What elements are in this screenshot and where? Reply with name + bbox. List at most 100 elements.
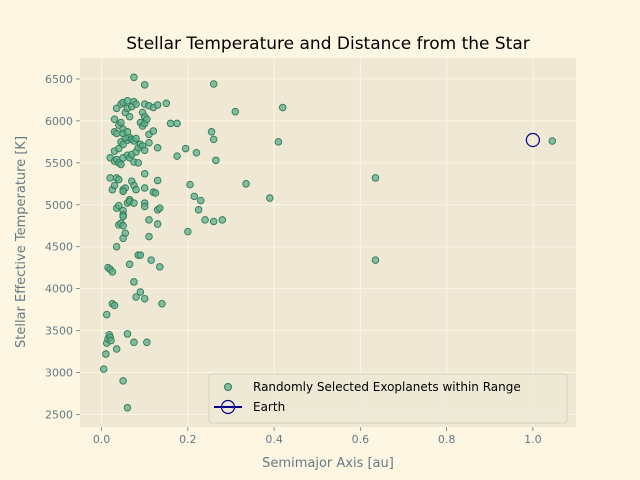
exoplanet-point xyxy=(145,216,153,224)
exoplanet-point xyxy=(156,263,164,271)
exoplanet-point xyxy=(136,288,145,296)
exoplanet-point xyxy=(119,234,127,243)
exoplanet-point xyxy=(132,100,140,108)
exoplanet-point xyxy=(173,152,181,160)
axes-background xyxy=(80,58,576,427)
exoplanet-point xyxy=(106,174,114,182)
data-points xyxy=(99,73,557,412)
legend-marker-earth xyxy=(220,399,236,415)
x-tick-label: 0.6 xyxy=(352,433,370,446)
exoplanet-point xyxy=(181,144,190,153)
x-tick-label: 0.2 xyxy=(179,433,197,446)
exoplanet-point xyxy=(140,294,149,303)
exoplanet-point xyxy=(140,169,149,178)
exoplanet-point xyxy=(145,232,153,241)
y-tick-label: 4500 xyxy=(45,241,73,254)
exoplanet-point xyxy=(173,119,181,128)
exoplanet-point xyxy=(231,107,240,116)
legend-marker-exoplanets xyxy=(224,383,232,391)
exoplanet-point xyxy=(119,212,127,221)
earth-point xyxy=(525,132,540,148)
x-tick-label: 0.4 xyxy=(265,433,283,446)
exoplanet-point xyxy=(153,220,162,228)
exoplanet-point xyxy=(140,184,149,192)
exoplanet-point xyxy=(119,187,127,196)
x-tick-label: 0.8 xyxy=(438,433,456,446)
exoplanet-point xyxy=(132,134,140,143)
exoplanet-point xyxy=(112,129,121,138)
exoplanet-point xyxy=(117,118,125,127)
y-tick-label: 6000 xyxy=(45,115,73,128)
exoplanet-point xyxy=(134,159,142,167)
y-tick-label: 5500 xyxy=(45,157,73,170)
exoplanet-point xyxy=(125,112,134,121)
exoplanet-point xyxy=(119,377,127,385)
exoplanet-point xyxy=(136,251,145,259)
exoplanet-point xyxy=(266,194,274,202)
exoplanet-point xyxy=(242,180,250,188)
y-tick-label: 4000 xyxy=(45,283,73,296)
y-axis-ticks: 2500 3000 3500 4000 4500 5000 5500 6000 6500 xyxy=(45,73,80,421)
exoplanet-point xyxy=(149,127,158,135)
exoplanet-point xyxy=(123,128,132,136)
exoplanet-point xyxy=(194,206,203,214)
exoplanet-point xyxy=(130,338,138,347)
exoplanet-point xyxy=(371,256,380,264)
chart-title: Stellar Temperature and Distance from th… xyxy=(126,34,530,54)
exoplanet-point xyxy=(143,115,151,123)
exoplanet-point xyxy=(184,227,192,236)
exoplanet-point xyxy=(125,260,134,269)
exoplanet-point xyxy=(371,174,380,182)
legend-box xyxy=(208,373,568,424)
x-axis-ticks: 0.0 0.2 0.4 0.6 0.8 1.0 xyxy=(93,427,542,446)
exoplanet-point xyxy=(143,338,151,347)
exoplanet-point xyxy=(212,156,220,165)
exoplanet-point xyxy=(107,336,115,345)
exoplanet-point xyxy=(156,204,164,212)
exoplanet-point xyxy=(110,181,119,190)
exoplanet-point xyxy=(207,128,216,136)
exoplanet-point xyxy=(151,189,160,197)
x-tick-label: 0.0 xyxy=(93,433,111,446)
y-tick-label: 2500 xyxy=(45,408,73,421)
exoplanet-point xyxy=(102,350,110,358)
exoplanet-point xyxy=(147,256,155,264)
exoplanet-point xyxy=(140,81,149,89)
y-tick-label: 3000 xyxy=(45,366,73,379)
exoplanet-point xyxy=(186,180,194,189)
exoplanet-point xyxy=(153,176,162,185)
exoplanet-point xyxy=(158,299,166,308)
exoplanet-point xyxy=(117,160,125,169)
exoplanet-point xyxy=(278,103,287,112)
exoplanet-point xyxy=(132,185,140,194)
exoplanet-point xyxy=(115,201,123,210)
exoplanet-point xyxy=(197,196,205,205)
y-tick-label: 3500 xyxy=(45,325,73,338)
exoplanet-point xyxy=(110,115,119,123)
exoplanet-point xyxy=(123,403,132,412)
y-tick-label: 5000 xyxy=(45,199,73,212)
exoplanet-point xyxy=(140,202,149,211)
legend-label-earth: Earth xyxy=(253,400,285,414)
x-tick-label: 1.0 xyxy=(524,433,542,446)
exoplanet-point xyxy=(274,138,283,146)
exoplanet-point xyxy=(108,268,117,276)
exoplanet-point xyxy=(123,97,132,105)
exoplanet-point xyxy=(548,137,557,145)
earth-series xyxy=(525,132,540,148)
exoplanet-point xyxy=(130,278,138,286)
exoplanet-point xyxy=(162,99,171,108)
exoplanet-point xyxy=(192,149,201,157)
exoplanet-point xyxy=(145,138,153,147)
exoplanet-point xyxy=(153,143,162,152)
exoplanet-point xyxy=(209,80,218,88)
x-axis-label: Semimajor Axis [au] xyxy=(262,456,394,471)
exoplanet-point xyxy=(102,310,111,319)
exoplanet-point xyxy=(130,73,138,82)
exoplanet-point xyxy=(209,135,218,144)
y-axis-label: Stellar Effective Temperature [K] xyxy=(14,136,29,348)
exoplanet-point xyxy=(123,330,132,338)
exoplanet-point xyxy=(130,199,138,207)
exoplanet-point xyxy=(99,365,108,373)
